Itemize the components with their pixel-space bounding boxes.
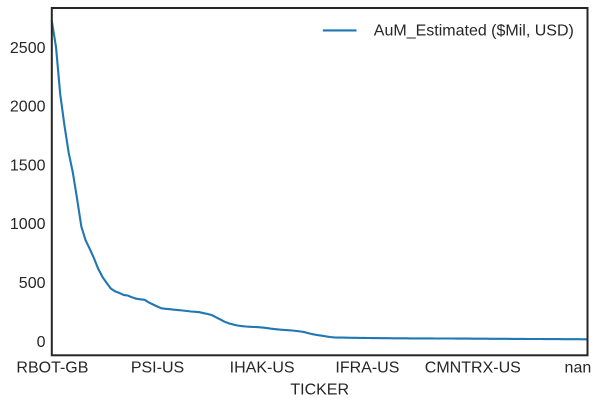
svg-text:PSI-US: PSI-US [131, 359, 184, 376]
svg-text:TICKER: TICKER [290, 382, 349, 399]
svg-text:IFRA-US: IFRA-US [335, 359, 399, 376]
svg-text:1500: 1500 [10, 157, 46, 174]
svg-text:nan: nan [565, 359, 592, 376]
svg-text:0: 0 [37, 334, 46, 351]
svg-text:2500: 2500 [10, 40, 46, 57]
svg-text:1000: 1000 [10, 216, 46, 233]
svg-text:AuM_Estimated ($Mil, USD): AuM_Estimated ($Mil, USD) [374, 22, 574, 39]
svg-text:2000: 2000 [10, 99, 46, 116]
svg-text:CMNTRX-US: CMNTRX-US [425, 359, 521, 376]
svg-text:IHAK-US: IHAK-US [230, 359, 295, 376]
svg-text:500: 500 [19, 275, 46, 292]
svg-text:RBOT-GB: RBOT-GB [16, 359, 88, 376]
